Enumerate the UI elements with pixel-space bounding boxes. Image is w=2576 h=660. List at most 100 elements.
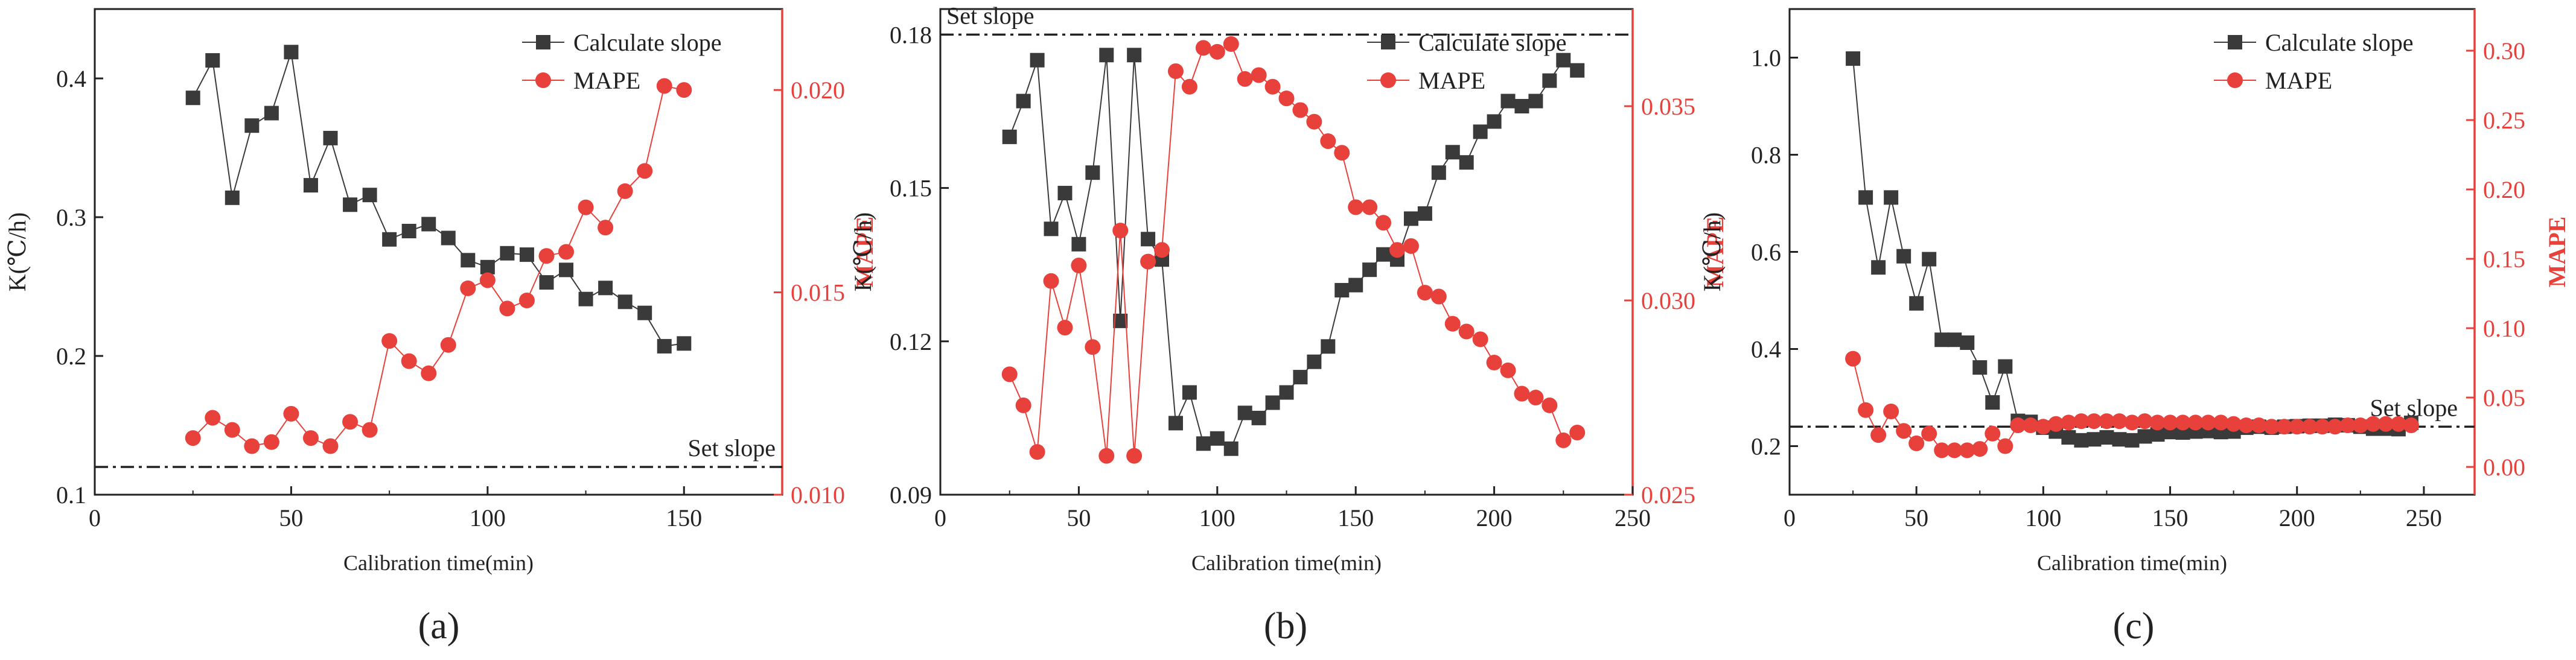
mape-point	[1071, 258, 1087, 274]
panel-label: (a)	[418, 606, 460, 647]
slope-point	[1417, 206, 1432, 221]
mape-point	[578, 199, 594, 215]
legend: Calculate slope MAPE	[2214, 29, 2413, 94]
slope-point	[559, 262, 574, 278]
x-tick-label: 150	[2152, 504, 2189, 531]
slope-point	[2061, 430, 2076, 445]
mape-point	[244, 438, 260, 454]
slope-point	[1431, 165, 1446, 180]
legend-slope-label: Calculate slope	[1418, 29, 1566, 56]
mape-point	[2124, 414, 2140, 431]
slope-point	[519, 247, 534, 262]
mape-point	[1140, 253, 1156, 270]
y-tick-label: 0.12	[890, 328, 932, 355]
y2-axis-label: MAPE	[1701, 217, 1729, 288]
mape-point	[1908, 435, 1925, 451]
slope-point	[264, 106, 279, 121]
mape-point	[1883, 404, 1899, 419]
y2-tick-label: 0.010	[791, 481, 845, 509]
slope-point	[2137, 429, 2152, 444]
legend-slope-label: Calculate slope	[2265, 29, 2413, 56]
slope-point	[657, 338, 672, 354]
slope-point	[1085, 165, 1100, 180]
mape-point	[2225, 416, 2242, 432]
slope-point	[539, 275, 554, 290]
mape-point	[1057, 320, 1073, 336]
mape-point	[1376, 215, 1392, 231]
slope-point	[617, 294, 633, 309]
slope-point	[1500, 94, 1516, 109]
x-tick-label: 100	[2025, 504, 2061, 531]
slope-point	[1002, 129, 1017, 144]
mape-point	[342, 414, 359, 430]
slope-point	[303, 178, 318, 193]
x-axis-label: Calibration time(min)	[2037, 551, 2227, 575]
mape-point	[1362, 199, 1378, 215]
plot-frame	[939, 8, 1634, 496]
legend-slope-marker	[536, 35, 550, 49]
plot-frame	[94, 8, 783, 496]
mape-point	[1181, 78, 1197, 95]
mape-point	[1001, 366, 1018, 382]
mape-point	[2010, 417, 2026, 433]
mape-point	[1959, 442, 1975, 459]
mape-point	[1528, 390, 1544, 405]
legend-mape-marker	[1380, 72, 1396, 88]
x-tick-label: 150	[1337, 504, 1374, 531]
y-axis-label: K(℃/h)	[4, 212, 31, 291]
mape-point	[2035, 419, 2052, 435]
slope-series	[1002, 48, 1585, 456]
y2-tick-label: 0.020	[791, 77, 845, 104]
slope-point	[461, 253, 476, 268]
slope-point	[1237, 405, 1252, 420]
slope-point	[1223, 441, 1239, 456]
slope-point	[1265, 395, 1280, 410]
slope-point	[284, 45, 299, 60]
mape-point	[401, 353, 417, 369]
y-tick-label: 0.1	[56, 481, 86, 509]
mape-point	[1389, 242, 1406, 258]
mape-point	[2301, 419, 2318, 435]
mape-point	[2276, 419, 2292, 435]
slope-point	[1934, 332, 1950, 347]
slope-point	[441, 230, 456, 246]
slope-point	[244, 118, 260, 133]
mape-point	[2187, 414, 2204, 431]
mape-point	[1320, 133, 1336, 149]
chart-panel-1: 0 50 100 150 0.1 0.2 0.3 0.4 0.010 0.015 0.020 Cali…	[4, 8, 878, 647]
chart-panel-3: 0 50 100 150 200 250 0.2 0.4 0.6 0.8 1.0 0.00 0.05 0.…	[1698, 8, 2571, 647]
slope-point	[1884, 190, 1899, 205]
mape-point	[2377, 416, 2394, 432]
slope-point	[225, 190, 240, 205]
slope-point	[1057, 186, 1073, 201]
mape-point	[1209, 43, 1225, 60]
slope-point	[1960, 335, 1975, 351]
mape-series	[1001, 36, 1586, 464]
x-tick-label: 100	[470, 504, 506, 531]
mape-point	[1403, 238, 1419, 254]
mape-point	[2314, 419, 2330, 435]
slope-point	[1972, 360, 1988, 375]
y2-tick-label: 0.05	[2483, 384, 2525, 411]
mape-point	[558, 244, 575, 260]
x-tick-label: 0	[934, 504, 946, 531]
mape-point	[2289, 419, 2305, 435]
mape-point	[1237, 71, 1253, 87]
mape-point	[2251, 417, 2267, 433]
slope-series	[185, 45, 692, 354]
mape-point	[2213, 414, 2229, 431]
slope-point	[1168, 416, 1183, 431]
slope-point	[421, 217, 436, 232]
slope-point	[1321, 339, 1336, 354]
mape-point	[1264, 78, 1281, 95]
mape-point	[2238, 417, 2254, 433]
mape-point	[1458, 323, 1475, 340]
mape-point	[656, 78, 672, 94]
mape-point	[598, 220, 614, 236]
slope-point	[480, 259, 495, 274]
mape-point	[538, 248, 555, 264]
slope-point	[1871, 260, 1886, 275]
slope-point	[2074, 433, 2089, 448]
x-tick-label: 0	[89, 504, 101, 531]
